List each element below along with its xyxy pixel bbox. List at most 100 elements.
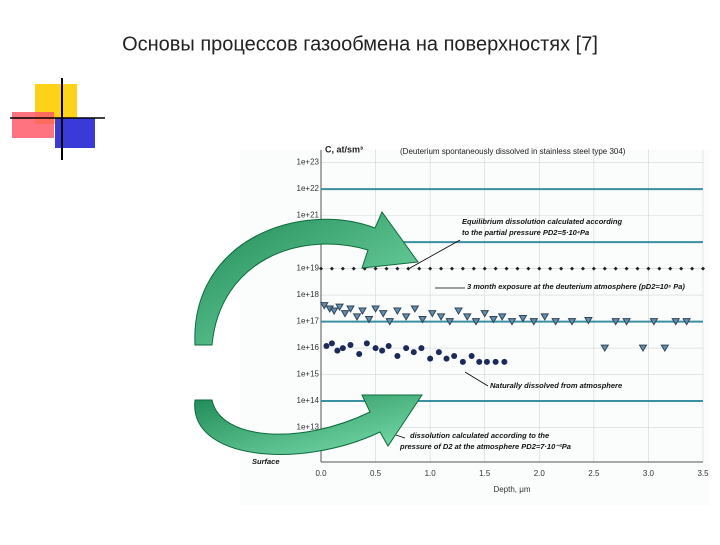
point [493,266,498,271]
arrow [194,394,423,455]
point [356,350,363,357]
annotation: 3 month exposure at the deuterium atmosp… [467,282,685,291]
annotation: to the partial pressure PD2=5·10⁴Pa [462,228,589,237]
point [439,266,444,271]
annotation: Equilibrium dissolution calculated accor… [462,217,622,226]
annotation: dissolution calculated according to the [410,431,549,440]
point [635,266,640,271]
point [454,307,463,316]
point [363,340,370,347]
point [613,266,618,271]
point [657,266,662,271]
point [351,266,356,271]
point [329,307,339,316]
point [679,266,684,271]
x-tick-label: 3.5 [697,469,709,478]
point [418,345,425,352]
y-tick-label: 1e+19 [297,264,320,273]
point [385,342,392,349]
point [443,355,450,362]
point [529,318,539,326]
point [401,313,411,321]
point [395,266,400,271]
point [451,353,458,360]
point [515,266,520,271]
y-tick-label: 1e+13 [297,423,320,432]
point [468,353,475,360]
point [319,266,323,271]
point [428,266,433,271]
y-tick-label: 1e+15 [297,370,320,379]
point [682,318,691,326]
point [497,313,507,321]
y-tick-label: 1e+17 [297,317,320,326]
point [403,345,410,352]
point [701,266,705,271]
x-tick-label: 1.5 [479,469,491,478]
point [379,347,386,354]
x-tick-label: 0.0 [315,469,327,478]
deco-square [12,112,54,138]
point [584,316,593,325]
point [459,358,466,365]
y-tick-label: 1e+21 [297,211,320,220]
point [540,313,550,321]
point [393,307,402,316]
point [323,342,330,349]
y-tick-label: 1e+22 [297,184,320,193]
x-tick-label: 3.0 [643,469,655,478]
chart-title: C, at/sm³ [325,144,363,154]
point [471,266,476,271]
point [364,315,374,324]
x-tick-label: 2.5 [588,469,600,478]
point [394,353,401,360]
point [671,318,681,326]
point [418,315,427,324]
point [471,318,481,326]
point [378,310,388,318]
point [334,347,341,354]
annotation: Naturally dissolved from atmosphere [490,381,622,390]
point [611,318,621,326]
point [436,313,446,321]
point [660,344,670,353]
slide-title: Основы процессов газообмена на поверхнос… [122,33,598,55]
chart-subtitle: (Deuterium spontaneously dissolved in st… [400,147,626,156]
x-tick-label: 1.0 [425,469,437,478]
point [646,266,651,271]
point [482,266,487,271]
x-axis-label: Depth, μm [493,485,530,494]
point [347,342,354,349]
point [460,266,465,271]
point [435,349,442,356]
point [501,358,508,365]
point [537,266,542,271]
point [335,303,344,312]
point [445,318,455,326]
point [476,358,483,365]
point [462,313,472,321]
annotation: pressure of D2 at the atmosphere PD2=7·1… [399,442,571,451]
point [410,349,417,356]
point [580,266,585,271]
point [504,266,509,271]
point [417,266,422,271]
point [638,344,648,353]
point [548,266,553,271]
point [371,305,380,313]
point [526,266,531,271]
point [649,318,659,326]
pointer [409,239,461,269]
point [591,266,596,271]
point [385,318,395,326]
point [339,345,346,352]
y-tick-label: 1e+16 [297,343,320,352]
point [492,358,499,365]
point [624,266,629,271]
point [384,266,389,271]
point [340,310,350,318]
point [410,305,420,313]
point [406,266,411,271]
point [340,266,345,271]
